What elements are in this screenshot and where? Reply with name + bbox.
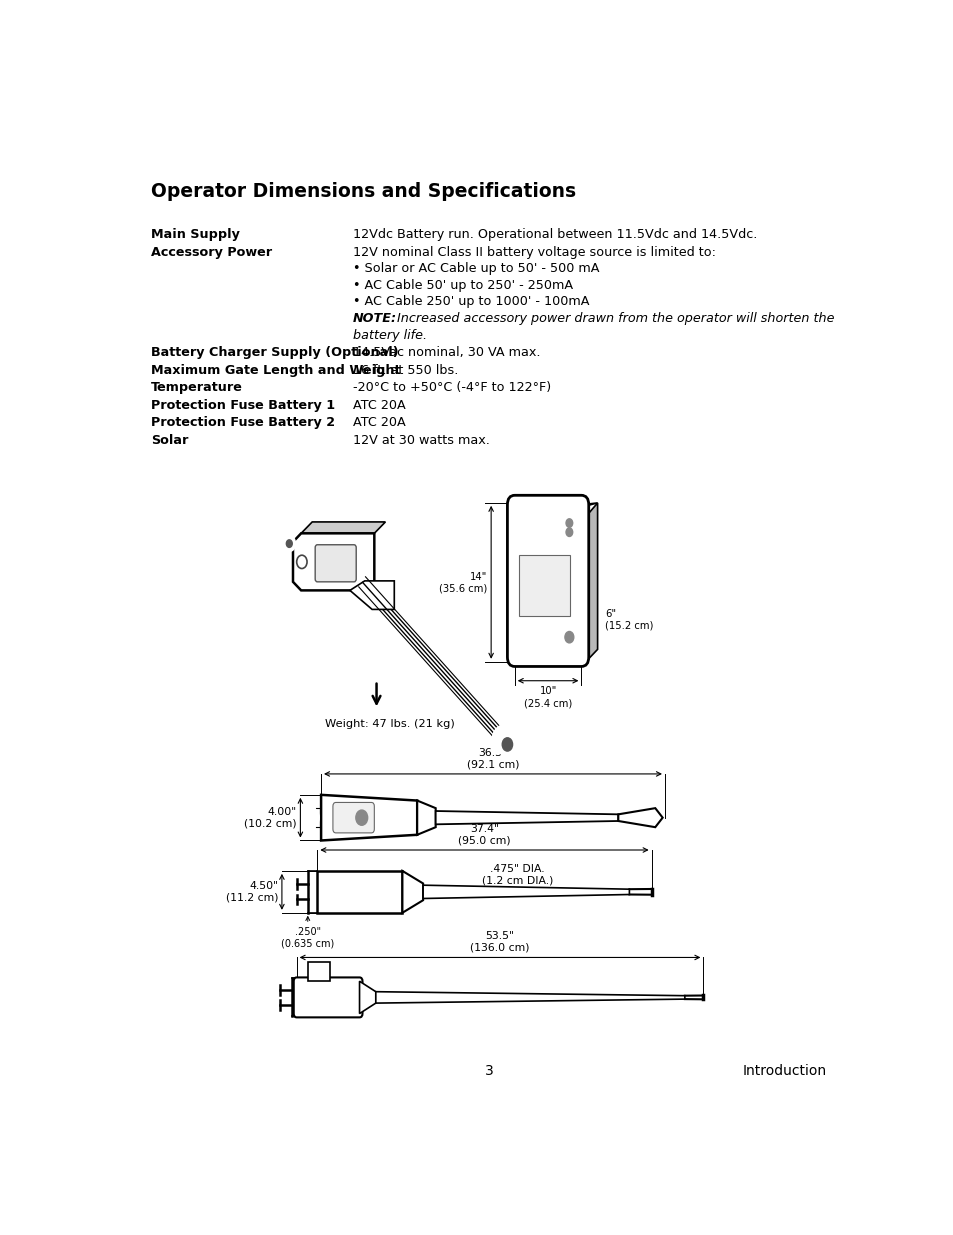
Polygon shape (423, 885, 629, 899)
Circle shape (304, 808, 318, 827)
Circle shape (492, 725, 515, 753)
Text: • AC Cable 250' up to 1000' - 100mA: • AC Cable 250' up to 1000' - 100mA (353, 295, 589, 309)
Text: Solar: Solar (151, 433, 189, 447)
Text: Protection Fuse Battery 1: Protection Fuse Battery 1 (151, 399, 335, 411)
Text: 12Vdc Battery run. Operational between 11.5Vdc and 14.5Vdc.: 12Vdc Battery run. Operational between 1… (353, 228, 757, 241)
Circle shape (565, 519, 572, 527)
Text: • AC Cable 50' up to 250' - 250mA: • AC Cable 50' up to 250' - 250mA (353, 279, 573, 291)
Text: Battery Charger Supply (Optional): Battery Charger Supply (Optional) (151, 346, 398, 359)
Text: Weight: 47 lbs. (21 kg): Weight: 47 lbs. (21 kg) (324, 719, 454, 729)
Text: 4.00"
(10.2 cm): 4.00" (10.2 cm) (244, 806, 296, 829)
Text: .475" DIA.
(1.2 cm DIA.): .475" DIA. (1.2 cm DIA.) (481, 864, 553, 885)
Text: Main Supply: Main Supply (151, 228, 239, 241)
Text: 14"
(35.6 cm): 14" (35.6 cm) (438, 572, 487, 593)
FancyBboxPatch shape (333, 803, 374, 832)
FancyBboxPatch shape (317, 871, 402, 913)
FancyBboxPatch shape (308, 962, 330, 982)
Polygon shape (416, 800, 436, 835)
Text: 10"
(25.4 cm): 10" (25.4 cm) (523, 687, 572, 708)
Circle shape (564, 631, 573, 643)
Polygon shape (359, 982, 375, 1014)
Circle shape (283, 536, 294, 551)
Polygon shape (321, 795, 416, 841)
Polygon shape (515, 503, 597, 520)
Text: • Solar or AC Cable up to 50' - 500 mA: • Solar or AC Cable up to 50' - 500 mA (353, 262, 598, 275)
Text: Operator Dimensions and Specifications: Operator Dimensions and Specifications (151, 183, 576, 201)
Circle shape (501, 737, 512, 751)
Text: 16 ft. at 550 lbs.: 16 ft. at 550 lbs. (353, 364, 457, 377)
Text: Temperature: Temperature (151, 382, 243, 394)
Circle shape (565, 527, 572, 536)
Text: 4.50"
(11.2 cm): 4.50" (11.2 cm) (226, 881, 278, 903)
Text: 6"
(15.2 cm): 6" (15.2 cm) (604, 609, 653, 631)
Text: -20°C to +50°C (-4°F to 122°F): -20°C to +50°C (-4°F to 122°F) (353, 382, 551, 394)
Circle shape (355, 810, 367, 825)
Polygon shape (618, 808, 662, 827)
Text: .250"
(0.635 cm): .250" (0.635 cm) (281, 927, 335, 948)
Text: Introduction: Introduction (741, 1065, 826, 1078)
FancyBboxPatch shape (507, 495, 588, 667)
FancyBboxPatch shape (518, 555, 569, 616)
Text: Increased accessory power drawn from the operator will shorten the: Increased accessory power drawn from the… (393, 312, 834, 325)
Text: 12V nominal Class II battery voltage source is limited to:: 12V nominal Class II battery voltage sou… (353, 246, 715, 258)
Text: 53.5"
(136.0 cm): 53.5" (136.0 cm) (470, 931, 529, 952)
Polygon shape (402, 871, 423, 913)
Polygon shape (436, 811, 618, 824)
Text: 37.4"
(95.0 cm): 37.4" (95.0 cm) (457, 824, 510, 845)
FancyBboxPatch shape (314, 545, 355, 582)
Text: Protection Fuse Battery 2: Protection Fuse Battery 2 (151, 416, 335, 429)
Text: 36.3"
(92.1 cm): 36.3" (92.1 cm) (466, 747, 518, 769)
Polygon shape (350, 580, 394, 609)
Polygon shape (293, 534, 374, 590)
Text: NOTE:: NOTE: (353, 312, 396, 325)
Text: 14.5Vac nominal, 30 VA max.: 14.5Vac nominal, 30 VA max. (353, 346, 539, 359)
Circle shape (286, 540, 292, 547)
Text: ATC 20A: ATC 20A (353, 399, 405, 411)
Text: 12V at 30 watts max.: 12V at 30 watts max. (353, 433, 489, 447)
Text: Maximum Gate Length and Weight: Maximum Gate Length and Weight (151, 364, 400, 377)
Text: battery life.: battery life. (353, 329, 426, 342)
Text: 3: 3 (484, 1065, 493, 1078)
FancyBboxPatch shape (294, 977, 362, 1018)
Text: ATC 20A: ATC 20A (353, 416, 405, 429)
Text: Accessory Power: Accessory Power (151, 246, 272, 258)
Polygon shape (375, 992, 684, 1003)
Polygon shape (301, 522, 385, 534)
Polygon shape (580, 503, 597, 667)
